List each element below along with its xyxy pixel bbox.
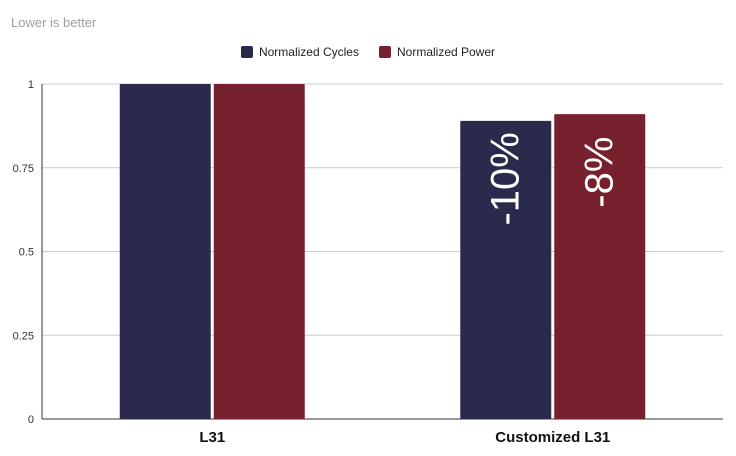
y-tick-label: 0.5	[19, 247, 34, 259]
chart-subtitle: Lower is better	[11, 15, 97, 30]
y-tick-label: 1	[28, 79, 34, 91]
bar-callout-label: -10%	[484, 132, 528, 225]
y-tick-label: 0.75	[13, 163, 34, 175]
legend-item-cycles: Normalized Cycles	[240, 45, 359, 59]
y-tick-label: 0	[28, 414, 34, 426]
bar-cycles	[119, 84, 211, 419]
legend-swatch-cycles	[240, 46, 253, 58]
legend-swatch-power	[378, 46, 391, 58]
y-tick-label: 0.25	[13, 330, 34, 342]
legend-item-power: Normalized Power	[378, 45, 496, 59]
bar-callout-label: -8%	[578, 137, 622, 208]
bar-power	[213, 84, 305, 419]
legend-label-power: Normalized Power	[396, 45, 496, 59]
x-category-label: Customized L31	[495, 429, 610, 446]
chart-legend: Normalized Cycles Normalized Power	[0, 45, 736, 59]
x-category-label: L31	[199, 429, 225, 446]
legend-label-cycles: Normalized Cycles	[258, 45, 359, 59]
bar-power	[554, 114, 646, 420]
bar-cycles	[460, 120, 552, 419]
